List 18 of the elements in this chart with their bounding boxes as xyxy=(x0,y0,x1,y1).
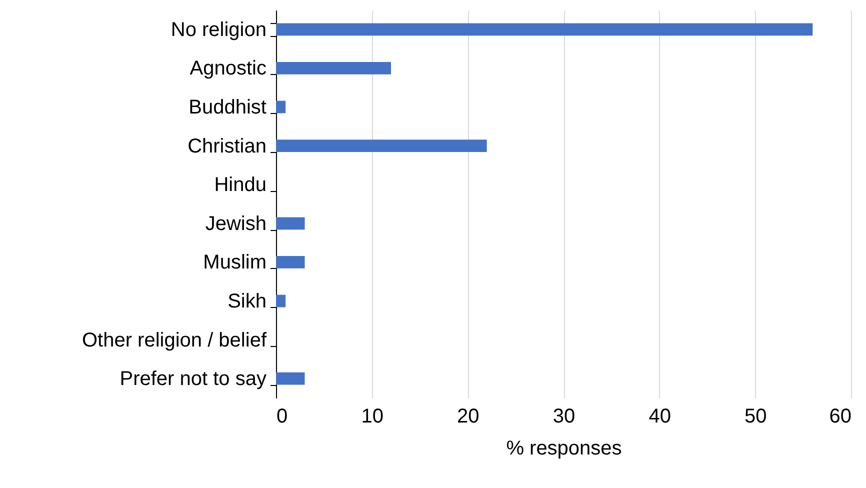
x-tick-label: 40 xyxy=(648,406,671,428)
y-tick-label: Muslim xyxy=(203,252,266,274)
y-tick-label: Prefer not to say xyxy=(120,368,266,390)
y-tick-label: Sikh xyxy=(228,290,266,312)
x-tick-label: 30 xyxy=(552,406,576,428)
x-tick-label: 0 xyxy=(276,406,288,428)
y-tick-label: Buddhist xyxy=(188,96,267,118)
y-tick-label: Christian xyxy=(188,135,266,158)
y-tick-label: Agnostic xyxy=(190,58,266,80)
y-tick-label: Hindu xyxy=(214,174,266,196)
x-tick-label: 60 xyxy=(829,406,852,428)
y-tick-label: Jewish xyxy=(205,212,266,235)
y-tick-label: Other religion / belief xyxy=(82,329,267,352)
y-tick-label: No religion xyxy=(170,18,266,41)
x-axis-title: % responses xyxy=(506,438,622,460)
x-tick-label: 20 xyxy=(457,406,480,428)
x-tick-label: 50 xyxy=(744,406,767,428)
x-tick-label: 10 xyxy=(361,406,384,428)
